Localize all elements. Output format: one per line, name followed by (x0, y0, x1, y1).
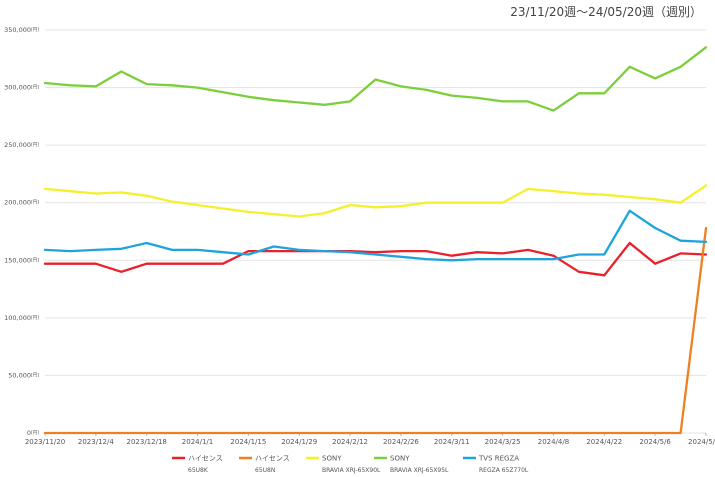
y-unit-label: [円] (31, 430, 39, 436)
y-tick-label: 150,000[円] (4, 256, 39, 264)
series-line-4 (43, 209, 708, 262)
x-tick-label: 2023/11/20 (25, 438, 65, 446)
y-tick-label: 0[円] (27, 429, 39, 437)
x-tick-label: 2023/12/4 (78, 438, 114, 446)
legend-label: TVS REGZA (478, 455, 519, 463)
y-tick-label: 200,000[円] (4, 199, 39, 207)
chart-title: 23/11/20週〜24/05/20週（週別） (510, 5, 702, 19)
y-tick-label: 250,000[円] (4, 141, 39, 149)
legend: ハイセンス 65U8K ハイセンス 65U8N SONY BRAVIA XRJ-65X90… (172, 455, 529, 474)
legend-label: SONY (322, 455, 342, 463)
y-tick-label: 350,000[円] (4, 26, 39, 34)
y-tick-label: 300,000[円] (4, 84, 39, 92)
legend-label: ハイセンス (188, 455, 223, 463)
series-layer (43, 46, 708, 435)
y-unit-label: [円] (31, 142, 39, 148)
grid-layer (45, 29, 706, 434)
x-tick-label: 2024/3/11 (434, 438, 470, 446)
legend-sublabel: 65U8N (255, 467, 275, 474)
x-tick-label: 2024/3/25 (485, 438, 521, 446)
x-tick-label: 2024/1/15 (230, 438, 266, 446)
x-axis: 2023/11/20 2023/12/4 2023/12/18 2024/1/1 202… (25, 433, 715, 446)
x-tick-label: 2023/12/18 (127, 438, 167, 446)
series-line-1 (43, 226, 708, 435)
series-line-2 (43, 184, 708, 218)
y-unit-label: [円] (31, 257, 39, 263)
legend-sublabel: REGZA 65Z770L (479, 467, 529, 474)
legend-sublabel: BRAVIA XRJ-65X90L (322, 467, 381, 474)
legend-sublabel: 65U8K (188, 467, 209, 474)
x-tick-label: 2024/1/1 (182, 438, 213, 446)
series-line-0 (43, 241, 708, 277)
x-tick-label: 2024/4/22 (586, 438, 622, 446)
series-line-3 (43, 46, 708, 112)
x-tick-label: 2024/5/6 (639, 438, 671, 446)
y-unit-label: [円] (31, 27, 39, 33)
x-tick-label: 2024/4/8 (538, 438, 569, 446)
x-tick-label: 2024/2/12 (332, 438, 368, 446)
x-tick-label: 2024/2/26 (383, 438, 419, 446)
x-tick-label: 2024/5/20 (688, 438, 715, 446)
y-unit-label: [円] (31, 315, 39, 321)
y-tick-label: 100,000[円] (4, 314, 39, 322)
y-unit-label: [円] (31, 372, 39, 378)
legend-label: ハイセンス (255, 455, 290, 463)
y-axis: 0[円] 50,000[円] 100,000[円] 150,000[円] 200,000… (4, 26, 39, 437)
y-tick-label: 50,000[円] (8, 371, 39, 379)
y-unit-label: [円] (31, 200, 39, 206)
legend-sublabel: BRAVIA XRJ-65X95L (390, 467, 449, 474)
legend-label: SONY (390, 455, 410, 463)
x-tick-label: 2024/1/29 (281, 438, 317, 446)
y-unit-label: [円] (31, 85, 39, 91)
